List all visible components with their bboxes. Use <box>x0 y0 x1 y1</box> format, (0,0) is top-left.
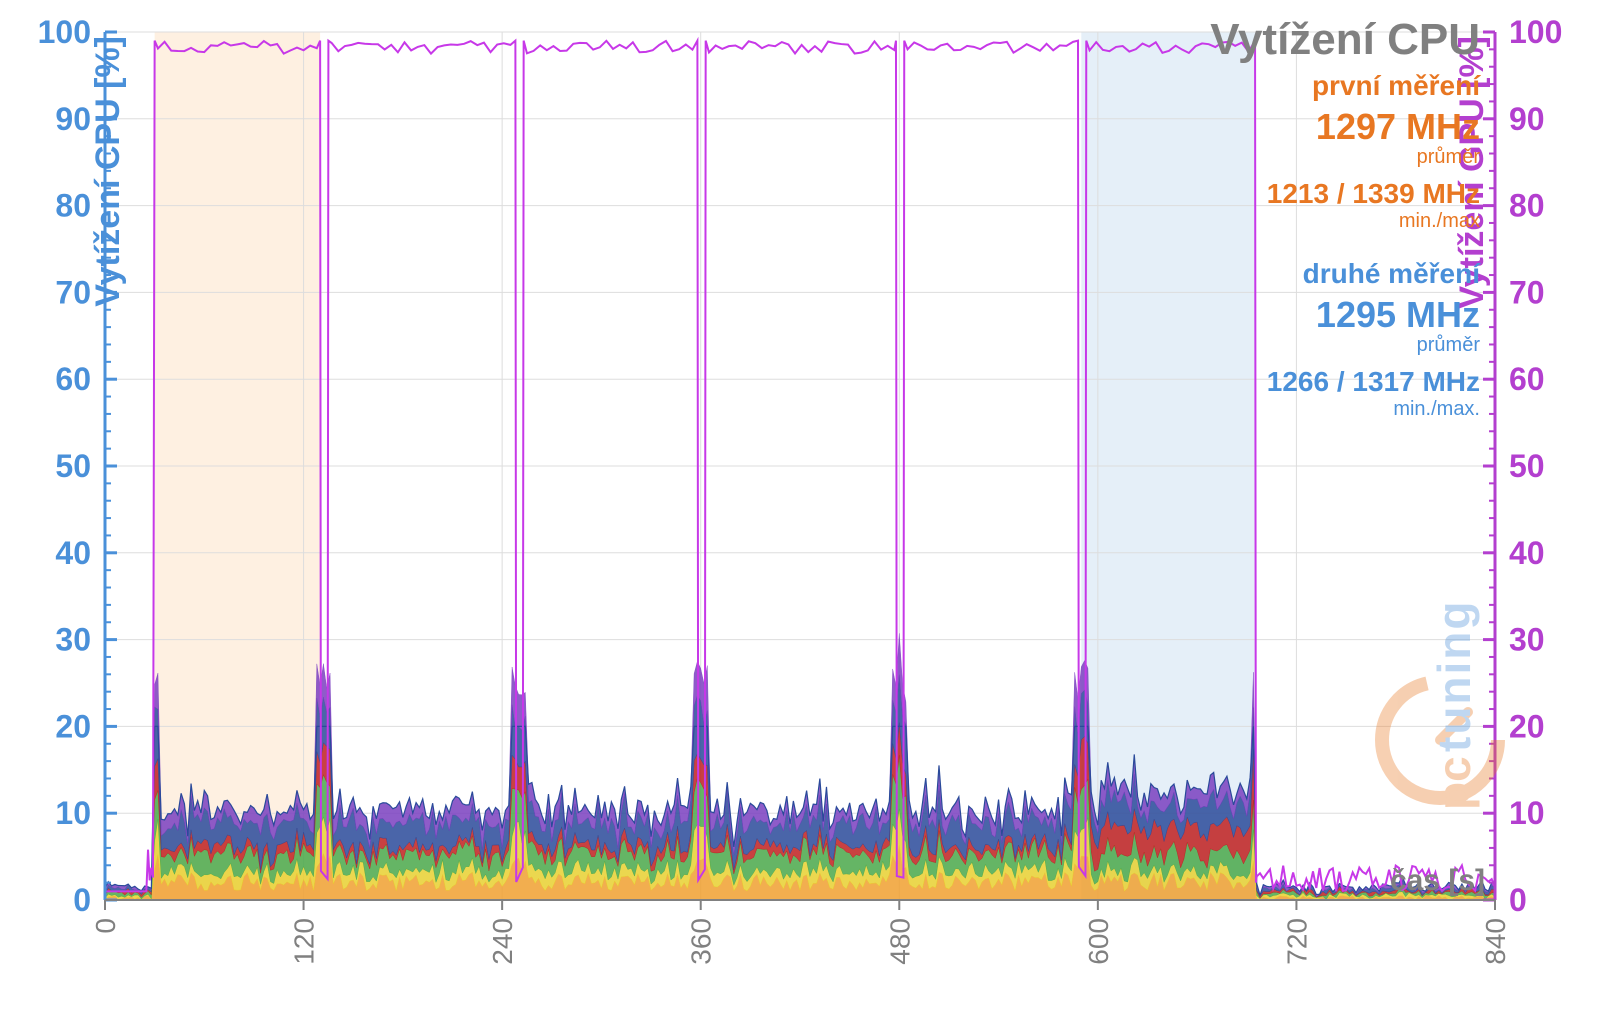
x-tick-label: 600 <box>1083 918 1114 965</box>
y-right-tick-label: 20 <box>1509 708 1545 744</box>
info-label-0: první měření <box>1312 70 1481 101</box>
y-right-tick-label: 100 <box>1509 14 1562 50</box>
y-right-tick-label: 30 <box>1509 622 1545 658</box>
watermark: pctuning <box>1382 600 1498 811</box>
y-right-tick-label: 80 <box>1509 188 1545 224</box>
info-range-sub-1: min./max. <box>1393 398 1480 420</box>
x-tick-label: 240 <box>487 918 518 965</box>
x-tick-label: 720 <box>1281 918 1312 965</box>
info-sub-0: průměr <box>1417 146 1481 168</box>
chart-title: Vytížení CPU <box>1210 15 1480 64</box>
x-tick-label: 0 <box>90 918 121 934</box>
y-right-tick-label: 60 <box>1509 361 1545 397</box>
info-range-1: 1266 / 1317 MHz <box>1267 366 1480 397</box>
info-value-1: 1295 MHz <box>1316 294 1480 335</box>
watermark-text-pc: pc <box>1428 756 1480 810</box>
info-range-sub-0: min./max <box>1399 210 1480 232</box>
info-sub-1: průměr <box>1417 334 1481 356</box>
y-left-tick-label: 20 <box>55 708 91 744</box>
info-range-0: 1213 / 1339 MHz <box>1267 178 1480 209</box>
y-left-tick-label: 80 <box>55 188 91 224</box>
y-left-tick-label: 0 <box>73 882 91 918</box>
x-tick-label: 480 <box>884 918 915 965</box>
x-tick-label: 120 <box>289 918 320 965</box>
x-axis-title: čas [s] <box>1390 864 1485 897</box>
y-left-tick-label: 90 <box>55 101 91 137</box>
y-left-tick-label: 70 <box>55 274 91 310</box>
cpu-gpu-load-chart: 0 10 20 30 40 50 60 70 80 90 100 0 10 20 30 40 50 60 70 80 9… <box>0 0 1600 1009</box>
x-tick-label: 840 <box>1480 918 1511 965</box>
y-left-tick-label: 50 <box>55 448 91 484</box>
y-right-tick-label: 90 <box>1509 101 1545 137</box>
y-left-title: Vytížení CPU [%] <box>89 36 127 307</box>
watermark-text-tuning: tuning <box>1428 600 1480 753</box>
y-right-tick-label: 40 <box>1509 535 1545 571</box>
x-tick-label: 360 <box>686 918 717 965</box>
y-right-tick-label: 70 <box>1509 274 1545 310</box>
y-right-tick-label: 10 <box>1509 795 1545 831</box>
y-left-tick-label: 100 <box>38 14 91 50</box>
y-right-tick-label: 0 <box>1509 882 1527 918</box>
chart-svg: 0 10 20 30 40 50 60 70 80 90 100 0 10 20 30 40 50 60 70 80 9… <box>0 0 1600 1009</box>
y-left-tick-label: 10 <box>55 795 91 831</box>
y-left-tick-label: 40 <box>55 535 91 571</box>
info-label-1: druhé měření <box>1303 258 1482 289</box>
y-left-tick-label: 60 <box>55 361 91 397</box>
y-left-tick-label: 30 <box>55 622 91 658</box>
info-value-0: 1297 MHz <box>1316 106 1480 147</box>
y-right-tick-label: 50 <box>1509 448 1545 484</box>
